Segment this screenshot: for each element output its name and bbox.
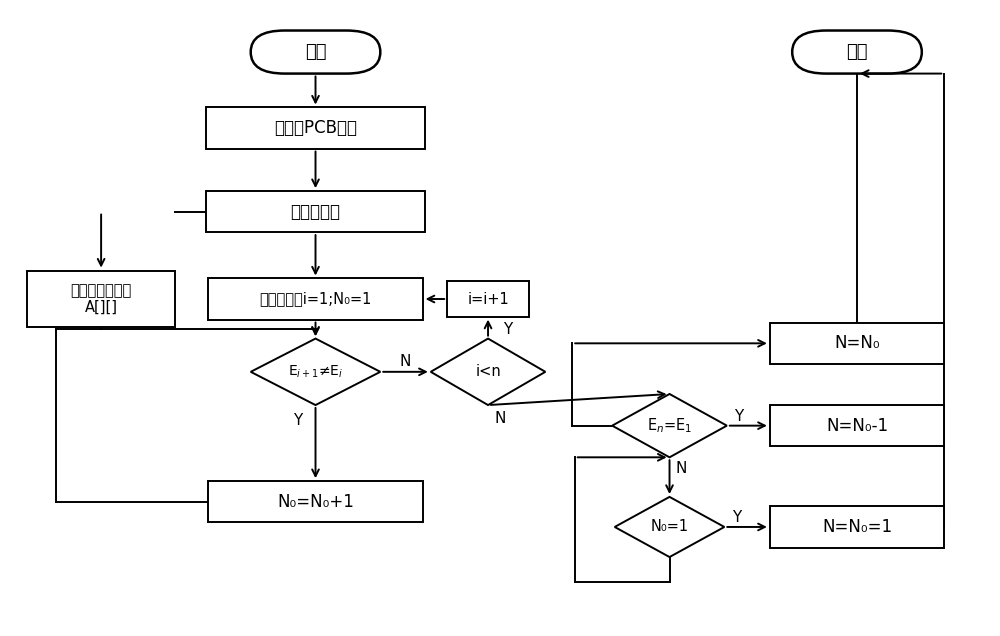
Text: 边界坐标点数组
A[][]: 边界坐标点数组 A[][] bbox=[70, 283, 132, 315]
Text: Y: Y bbox=[734, 409, 743, 424]
Text: Y: Y bbox=[732, 510, 741, 525]
Text: N=N₀: N=N₀ bbox=[834, 335, 880, 352]
Text: Y: Y bbox=[503, 322, 513, 336]
FancyBboxPatch shape bbox=[792, 31, 922, 74]
Text: 待检测PCB图像: 待检测PCB图像 bbox=[274, 119, 357, 137]
Text: 自动二值化: 自动二值化 bbox=[291, 203, 341, 221]
Polygon shape bbox=[615, 497, 724, 557]
Text: N=N₀-1: N=N₀-1 bbox=[826, 417, 888, 434]
Bar bbox=[27, 270, 175, 328]
Polygon shape bbox=[431, 338, 545, 405]
Bar bbox=[770, 322, 944, 364]
Text: N: N bbox=[400, 354, 411, 369]
Text: N: N bbox=[676, 461, 687, 476]
Bar bbox=[770, 506, 944, 548]
Text: N₀=N₀+1: N₀=N₀+1 bbox=[277, 493, 354, 511]
Text: 设定初始值i=1;N₀=1: 设定初始值i=1;N₀=1 bbox=[259, 291, 372, 307]
Text: N: N bbox=[494, 411, 506, 427]
Text: 开始: 开始 bbox=[305, 43, 326, 61]
Text: i<n: i<n bbox=[475, 364, 501, 379]
Text: E$_n$=E$_1$: E$_n$=E$_1$ bbox=[647, 417, 692, 435]
Text: Y: Y bbox=[293, 413, 302, 429]
FancyBboxPatch shape bbox=[251, 31, 380, 74]
Bar bbox=[447, 281, 529, 317]
Polygon shape bbox=[251, 338, 380, 405]
Text: N₀=1: N₀=1 bbox=[650, 520, 689, 534]
Bar bbox=[770, 405, 944, 446]
Bar bbox=[206, 191, 425, 232]
Bar bbox=[208, 481, 423, 522]
Text: 结束: 结束 bbox=[846, 43, 868, 61]
Text: N=N₀=1: N=N₀=1 bbox=[822, 518, 892, 536]
Bar bbox=[206, 107, 425, 149]
Polygon shape bbox=[612, 394, 727, 457]
Text: i=i+1: i=i+1 bbox=[467, 291, 509, 307]
Text: E$_{i+1}$≠E$_i$: E$_{i+1}$≠E$_i$ bbox=[288, 364, 343, 380]
Bar bbox=[208, 279, 423, 319]
